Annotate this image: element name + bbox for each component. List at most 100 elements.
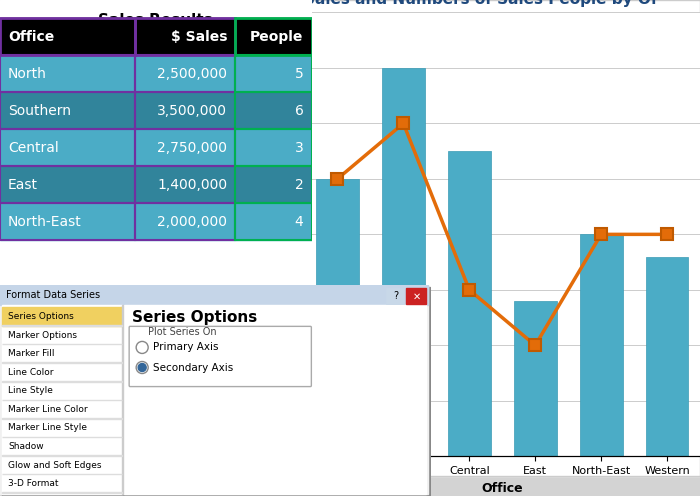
Bar xyxy=(386,288,405,304)
Bar xyxy=(0,0,700,296)
Bar xyxy=(135,92,235,129)
Line: People: People xyxy=(331,117,673,352)
Bar xyxy=(514,301,556,456)
Bar xyxy=(448,151,491,456)
Bar xyxy=(0,55,135,92)
Bar xyxy=(2,418,122,419)
Bar xyxy=(235,92,312,129)
Bar xyxy=(0,92,135,129)
Bar xyxy=(0,129,312,166)
Bar xyxy=(0,18,135,55)
Text: Marker Fill: Marker Fill xyxy=(8,349,55,358)
Text: 3-D Format: 3-D Format xyxy=(8,479,59,488)
Text: 2,750,000: 2,750,000 xyxy=(158,140,228,155)
Bar xyxy=(0,166,312,203)
People xyxy=(597,232,606,238)
Text: North-East: North-East xyxy=(8,215,82,229)
Bar xyxy=(2,308,122,326)
Bar xyxy=(0,129,312,166)
Bar xyxy=(382,68,425,456)
Text: 2: 2 xyxy=(295,178,304,191)
Bar xyxy=(135,166,235,203)
Bar xyxy=(0,203,312,240)
Text: Sales and Numbers of Sales People by Of: Sales and Numbers of Sales People by Of xyxy=(304,0,658,7)
Text: Plot Series On: Plot Series On xyxy=(148,327,217,337)
People xyxy=(465,287,473,293)
Bar xyxy=(0,0,700,296)
Bar xyxy=(235,55,312,92)
Bar xyxy=(235,166,312,203)
Bar xyxy=(2,455,122,456)
People xyxy=(333,176,342,182)
Circle shape xyxy=(136,362,148,373)
Bar xyxy=(0,55,312,92)
Text: Line Color: Line Color xyxy=(8,368,53,377)
Bar xyxy=(135,203,235,240)
Text: Secondary Axis: Secondary Axis xyxy=(153,363,233,372)
Bar xyxy=(0,166,312,203)
Text: ✕: ✕ xyxy=(412,291,421,301)
Bar xyxy=(2,325,122,326)
People xyxy=(531,342,540,348)
Bar xyxy=(0,166,135,203)
Text: ?: ? xyxy=(393,291,398,301)
Bar xyxy=(645,256,689,456)
Bar xyxy=(2,305,122,494)
Text: East: East xyxy=(8,178,38,191)
Bar xyxy=(122,305,123,494)
Text: Series Options: Series Options xyxy=(132,310,258,325)
Text: Series Options: Series Options xyxy=(8,312,74,321)
Text: Primary Axis: Primary Axis xyxy=(153,342,218,353)
Bar xyxy=(0,18,312,55)
Bar xyxy=(0,203,312,240)
Bar xyxy=(135,166,235,203)
Bar xyxy=(235,129,312,166)
Bar xyxy=(0,92,312,129)
People xyxy=(663,232,671,238)
Bar xyxy=(135,55,235,92)
Text: 5: 5 xyxy=(295,66,304,80)
Bar xyxy=(305,0,700,476)
Bar xyxy=(235,203,312,240)
Bar xyxy=(316,179,359,456)
Bar xyxy=(135,55,235,92)
Bar xyxy=(135,92,235,129)
Bar xyxy=(0,92,135,129)
Text: People: People xyxy=(250,29,304,44)
Text: 2,000,000: 2,000,000 xyxy=(158,215,228,229)
Circle shape xyxy=(136,341,148,354)
Bar xyxy=(0,129,135,166)
Text: 1,400,000: 1,400,000 xyxy=(158,178,228,191)
Bar xyxy=(0,203,135,240)
Bar xyxy=(135,203,235,240)
Text: 3,500,000: 3,500,000 xyxy=(158,104,228,118)
Bar xyxy=(580,235,622,456)
Bar xyxy=(135,129,235,166)
Text: Line Style: Line Style xyxy=(8,386,53,395)
People xyxy=(399,121,407,126)
Bar xyxy=(0,55,312,92)
Text: Shadow: Shadow xyxy=(8,442,43,451)
Bar xyxy=(0,92,312,129)
Bar xyxy=(407,288,426,304)
Text: Marker Line Color: Marker Line Color xyxy=(8,405,88,414)
Bar xyxy=(0,129,135,166)
Text: $ Sales: $ Sales xyxy=(171,29,228,44)
Text: Sales Results: Sales Results xyxy=(98,12,213,27)
Text: Format Data Series: Format Data Series xyxy=(6,290,100,300)
Text: Central: Central xyxy=(8,140,59,155)
Bar xyxy=(0,203,135,240)
Text: Southern: Southern xyxy=(8,104,71,118)
Text: 2,500,000: 2,500,000 xyxy=(158,66,228,80)
Text: Marker Line Style: Marker Line Style xyxy=(8,424,87,433)
Circle shape xyxy=(138,364,146,372)
Bar xyxy=(0,55,135,92)
Text: Glow and Soft Edges: Glow and Soft Edges xyxy=(8,461,101,470)
Text: 6: 6 xyxy=(295,104,304,118)
Text: Marker Options: Marker Options xyxy=(8,331,77,340)
Text: 3: 3 xyxy=(295,140,304,155)
Bar xyxy=(305,0,700,476)
Bar xyxy=(0,285,428,305)
Bar xyxy=(135,18,235,55)
Bar xyxy=(0,166,135,203)
